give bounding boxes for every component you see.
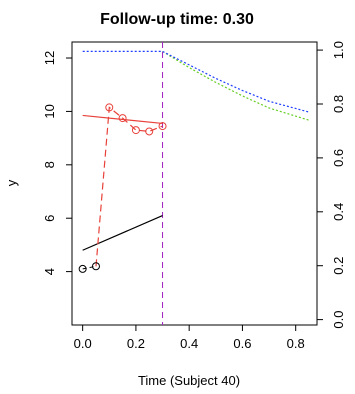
observed-point-red bbox=[131, 126, 140, 135]
x-tick-label: 0.2 bbox=[127, 336, 145, 351]
chart-title: Follow-up time: 0.30 bbox=[100, 11, 254, 28]
survival-curve-green bbox=[162, 50, 310, 121]
plot-frame bbox=[71, 41, 318, 326]
x-axis-label: Time (Subject 40) bbox=[138, 373, 240, 388]
y-tick-label: 12 bbox=[42, 51, 57, 65]
x-tick-label: 0.4 bbox=[180, 336, 198, 351]
observed-point-red bbox=[105, 103, 114, 112]
observed-path-red bbox=[95, 106, 163, 267]
fitted-line-red bbox=[82, 114, 163, 125]
y-tick-label: 4 bbox=[42, 268, 57, 275]
x-tick-label: 0.8 bbox=[287, 336, 305, 351]
x-tick-label: 0.0 bbox=[74, 336, 92, 351]
y-tick-label: 8 bbox=[42, 161, 57, 168]
y-tick-label: 6 bbox=[42, 215, 57, 222]
plot-area: 0.0 0.2 0.4 0.6 0.8 4 6 8 10 12 0.0 0.2 0.4 0.6 0.8 1.0 bbox=[42, 41, 346, 351]
right-tick-label: 0.8 bbox=[331, 95, 346, 113]
observed-point-red bbox=[145, 127, 154, 136]
observed-point-black bbox=[78, 264, 87, 273]
y-axis-label: y bbox=[4, 179, 19, 186]
observed-point-black bbox=[91, 262, 100, 271]
right-tick-label: 0.0 bbox=[331, 311, 346, 329]
x-tick-label: 0.6 bbox=[233, 336, 251, 351]
fitted-line-black bbox=[82, 214, 163, 251]
right-tick-label: 0.4 bbox=[331, 203, 346, 221]
right-tick-label: 0.6 bbox=[331, 149, 346, 167]
observed-path-black bbox=[82, 265, 97, 270]
observed-point-red bbox=[118, 114, 127, 123]
observed-point-red bbox=[158, 122, 167, 131]
y-tick-label: 10 bbox=[42, 104, 57, 118]
right-tick-label: 0.2 bbox=[331, 257, 346, 275]
survival-curve-blue bbox=[82, 50, 310, 113]
right-tick-label: 1.0 bbox=[331, 41, 346, 59]
